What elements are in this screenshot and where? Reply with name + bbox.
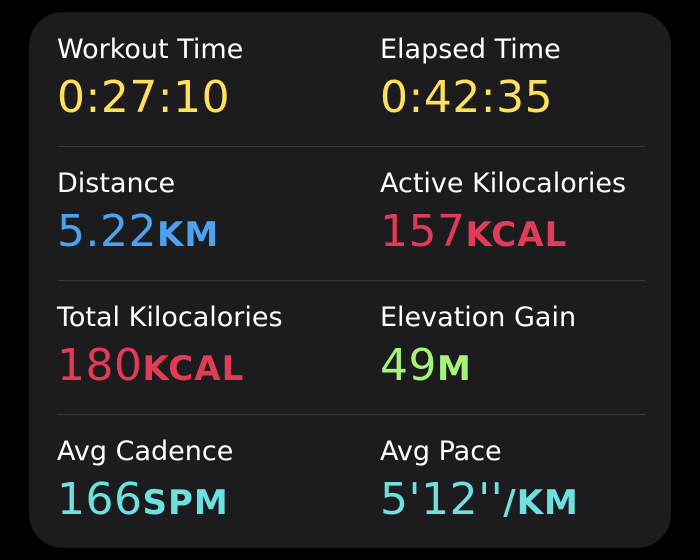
row-divider bbox=[57, 146, 645, 147]
metric-number: 0:42:35 bbox=[380, 72, 554, 123]
metric-unit: /KM bbox=[503, 483, 579, 523]
metric-elevation-gain: Elevation Gain 49M bbox=[380, 280, 660, 414]
row-divider bbox=[57, 414, 645, 415]
metric-distance: Distance 5.22KM bbox=[57, 146, 379, 280]
metrics-row-calories: Total Kilocalories 180KCAL Elevation Gai… bbox=[57, 280, 643, 414]
metric-unit: KCAL bbox=[465, 215, 568, 255]
metric-number: 166 bbox=[57, 474, 143, 525]
metric-number: 180 bbox=[57, 340, 143, 391]
metric-value: 180KCAL bbox=[57, 338, 244, 403]
metric-value: 166SPM bbox=[57, 472, 229, 537]
metric-avg-pace: Avg Pace 5'12''/KM bbox=[380, 414, 660, 548]
metric-workout-time: Workout Time 0:27:10 bbox=[57, 12, 379, 146]
metric-elapsed-time: Elapsed Time 0:42:35 bbox=[380, 12, 660, 146]
metric-label: Total Kilocalories bbox=[57, 302, 283, 333]
metrics-row-distance: Distance 5.22KM Active Kilocalories 157K… bbox=[57, 146, 643, 280]
metric-number: 49 bbox=[380, 340, 437, 391]
metric-label: Distance bbox=[57, 168, 176, 199]
workout-summary-card: Workout Time 0:27:10 Elapsed Time 0:42:3… bbox=[29, 12, 671, 548]
row-divider bbox=[57, 280, 645, 281]
metric-label: Avg Cadence bbox=[57, 436, 234, 467]
metric-avg-cadence: Avg Cadence 166SPM bbox=[57, 414, 379, 548]
metric-unit: SPM bbox=[142, 483, 229, 523]
metric-value: 157KCAL bbox=[380, 204, 567, 269]
metrics-row-time: Workout Time 0:27:10 Elapsed Time 0:42:3… bbox=[57, 12, 643, 146]
metric-unit: KCAL bbox=[142, 349, 245, 389]
metric-value: 5'12''/KM bbox=[380, 472, 579, 537]
metric-unit: M bbox=[437, 349, 472, 389]
metric-label: Avg Pace bbox=[380, 436, 502, 467]
metric-number: 5'12'' bbox=[380, 474, 504, 525]
metric-label: Elapsed Time bbox=[380, 34, 561, 65]
metric-value: 0:27:10 bbox=[57, 70, 230, 135]
metric-label: Active Kilocalories bbox=[380, 168, 627, 199]
metric-unit: KM bbox=[156, 215, 220, 255]
metric-number: 157 bbox=[380, 206, 466, 257]
metric-value: 5.22KM bbox=[57, 204, 219, 269]
metric-number: 0:27:10 bbox=[57, 72, 231, 123]
metric-label: Workout Time bbox=[57, 34, 244, 65]
metrics-row-cadence-pace: Avg Cadence 166SPM Avg Pace 5'12''/KM bbox=[57, 414, 643, 548]
metric-active-kilocalories: Active Kilocalories 157KCAL bbox=[380, 146, 660, 280]
metric-total-kilocalories: Total Kilocalories 180KCAL bbox=[57, 280, 379, 414]
metric-label: Elevation Gain bbox=[380, 302, 577, 333]
metric-number: 5.22 bbox=[57, 206, 157, 257]
metric-value: 49M bbox=[380, 338, 472, 403]
metric-value: 0:42:35 bbox=[380, 70, 553, 135]
